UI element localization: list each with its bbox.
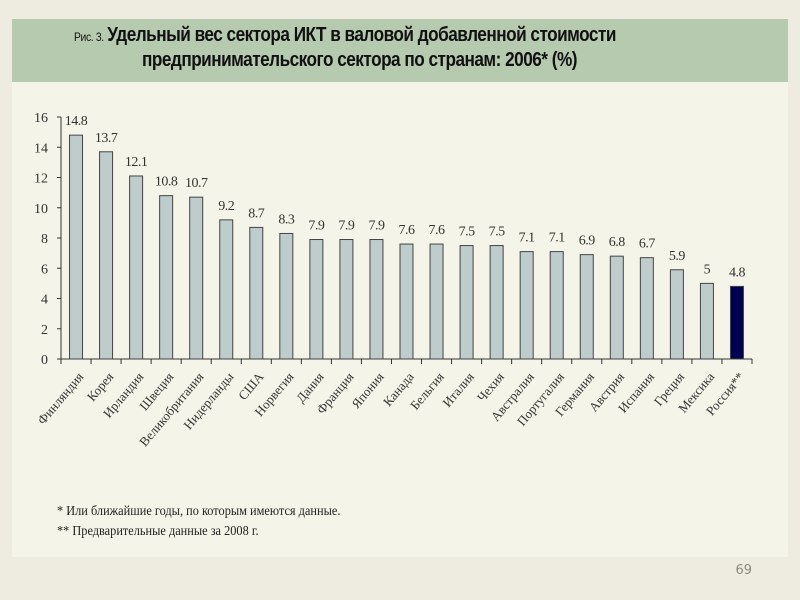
bar xyxy=(399,243,414,360)
data-label: 7.5 xyxy=(489,225,506,240)
y-tick-label: 0 xyxy=(41,353,48,368)
data-label: 7.1 xyxy=(549,231,566,246)
bar xyxy=(609,255,624,360)
data-label: 8.7 xyxy=(248,206,265,221)
y-tick-label: 8 xyxy=(41,232,48,247)
bar xyxy=(279,232,294,360)
bar xyxy=(129,175,144,360)
bar xyxy=(549,251,564,360)
data-label: 5.9 xyxy=(669,249,686,264)
category-label: Финляндия xyxy=(34,369,86,427)
y-tick-label: 16 xyxy=(34,111,48,126)
bar xyxy=(639,257,654,360)
data-label: 13.7 xyxy=(95,131,118,146)
data-label: 10.8 xyxy=(155,175,178,190)
y-tick-label: 2 xyxy=(41,323,48,338)
chart-title-text1: Удельный вес сектора ИКТ в валовой добав… xyxy=(107,24,616,46)
bar xyxy=(669,269,684,360)
footnotes: * Или ближайшие годы, по которым имеются… xyxy=(57,502,340,542)
bar xyxy=(579,254,594,360)
data-label: 5 xyxy=(704,262,711,277)
bar xyxy=(699,282,714,360)
data-label: 8.3 xyxy=(278,212,295,227)
bar xyxy=(249,226,264,360)
bar xyxy=(159,195,174,360)
data-label: 7.9 xyxy=(338,219,355,234)
data-label: 10.7 xyxy=(185,176,208,191)
bar xyxy=(459,245,474,360)
data-label: 7.5 xyxy=(459,225,476,240)
bar xyxy=(339,239,354,360)
data-label: 9.2 xyxy=(218,199,235,214)
data-label: 6.8 xyxy=(609,235,626,250)
footnote-2: ** Предварительные данные за 2008 г. xyxy=(57,524,259,539)
data-label: 7.9 xyxy=(368,219,385,234)
y-axis: 0 2 4 6 8 10 12 14 16 xyxy=(34,111,62,368)
footnote-1: * Или ближайшие годы, по которым имеются… xyxy=(57,504,341,519)
bar xyxy=(189,196,204,360)
bar xyxy=(519,251,534,360)
y-tick-label: 4 xyxy=(41,293,48,308)
data-label: 7.6 xyxy=(399,223,416,238)
data-label: 14.8 xyxy=(65,114,88,129)
bar xyxy=(219,219,234,360)
chart-title-line2: предпринимательского сектора по странам:… xyxy=(142,49,577,71)
y-tick-label: 10 xyxy=(34,202,48,217)
y-tick-label: 14 xyxy=(34,141,48,156)
bars xyxy=(69,134,744,360)
figure-label: Рис. 3. xyxy=(74,30,104,44)
category-label: Япония xyxy=(348,369,387,411)
category-labels: ФинляндияКореяИрландияШвецияВеликобритан… xyxy=(34,369,747,449)
data-label: 7.9 xyxy=(308,219,325,234)
title-header: Рис. 3. Удельный вес сектора ИКТ в валово… xyxy=(12,19,788,82)
bar xyxy=(729,285,744,360)
data-labels: 14.8 13.7 12.1 10.8 10.7 9.2 8.7 8.3 7.9 7.9 7.9 7.… xyxy=(65,114,746,280)
category-label: Италия xyxy=(439,369,477,410)
page-number: 69 xyxy=(735,563,752,578)
bar xyxy=(309,239,324,360)
data-label: 6.9 xyxy=(579,234,596,249)
data-label: 6.7 xyxy=(639,237,656,252)
bar xyxy=(369,239,384,360)
data-label: 12.1 xyxy=(125,155,148,170)
y-tick-label: 12 xyxy=(34,172,48,187)
x-axis xyxy=(60,358,753,364)
bar xyxy=(429,243,444,360)
data-label: 4.8 xyxy=(729,265,746,280)
bar xyxy=(69,134,84,360)
bar xyxy=(489,245,504,360)
y-tick-label: 6 xyxy=(41,262,48,277)
bar xyxy=(99,151,114,360)
data-label: 7.6 xyxy=(429,223,446,238)
category-label: Бельгия xyxy=(407,369,447,412)
data-label: 7.1 xyxy=(519,231,536,246)
chart-title-line1: Рис. 3. Удельный вес сектора ИКТ в валово… xyxy=(74,24,616,47)
